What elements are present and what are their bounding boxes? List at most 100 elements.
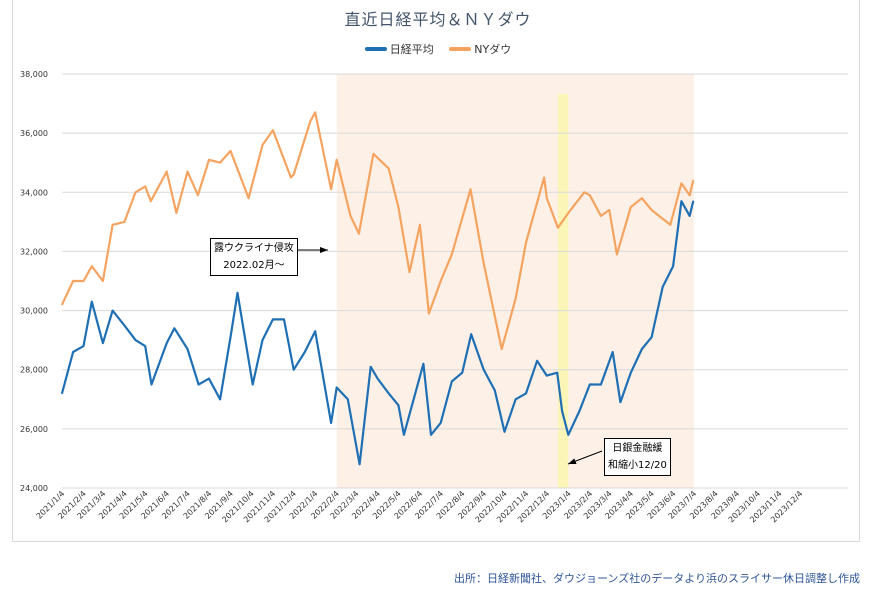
data-point [589,383,591,386]
data-point [629,371,632,374]
annotation-text: 2022.02月～ [223,260,285,271]
data-point [387,167,390,170]
y-tick-label: 28,000 [20,366,48,375]
chart-frame [12,0,860,542]
data-point [261,144,264,146]
data-point [219,398,221,401]
data-point [61,303,63,306]
annotation-ukraine: 露ウクライナ侵攻 2022.02月～ [210,238,298,276]
y-tick-label: 24,000 [20,484,48,493]
data-point [283,318,285,321]
data-point [543,176,545,179]
data-point [619,401,622,404]
data-point [144,345,147,347]
annotation-text: 日銀金融緩 [612,443,663,454]
data-point [629,206,632,208]
data-point [611,351,614,353]
data-point [358,463,361,466]
source-note: 出所：日経新聞社、ダウジョーンズ社のデータより浜のスライサー休日調整し作成 [453,572,860,585]
data-point [290,176,292,179]
shaded-range [336,74,694,488]
data-point [470,333,473,336]
data-point [247,197,250,199]
data-point [546,374,548,377]
data-point [482,368,485,371]
data-point [208,377,210,380]
data-point [439,422,442,424]
data-point [72,280,74,282]
data-point [561,410,563,412]
data-point [349,215,352,217]
data-point [692,179,694,182]
data-point [503,431,506,433]
data-point [387,392,390,395]
data-point [419,224,421,226]
data-point [150,383,153,386]
data-point [650,336,653,338]
data-point [567,433,570,436]
data-point [688,215,691,217]
data-point [346,398,349,401]
data-point [641,348,643,350]
data-point [451,253,453,256]
data-point [482,262,485,265]
annotation-text: 和縮小12/20 [608,460,667,471]
data-point [428,312,430,315]
data-point [197,383,200,386]
y-tick-label: 32,000 [20,247,48,256]
annotation-text: 露ウクライナ侵攻 [214,243,294,254]
data-point [261,339,264,341]
data-point [82,280,85,282]
data-point [397,206,400,208]
data-point [123,324,126,327]
y-tick-label: 26,000 [20,425,48,434]
data-point [494,389,496,392]
data-point [186,170,189,173]
data-point [557,226,559,229]
legend-swatch [364,47,387,51]
legend-label: 日経平均 [389,43,434,56]
data-point [525,241,527,244]
data-point [422,363,425,365]
data-point [197,194,199,197]
data-point [314,111,316,114]
data-point [358,232,360,235]
data-point [91,265,93,268]
data-point [123,221,126,223]
data-point [173,327,176,330]
data-point [692,200,694,202]
legend: 日経平均 NYダウ [0,41,876,57]
data-point [309,120,312,123]
data-point [236,292,239,294]
data-point [102,342,104,344]
data-point [229,150,232,152]
data-point [514,297,517,300]
annotation-boj: 日銀金融緩和縮小12/20 [604,438,671,476]
y-tick-label: 38,000 [20,70,48,79]
data-point [175,212,178,214]
data-point [650,209,653,211]
data-point [680,200,683,202]
data-point [111,224,114,226]
data-point [335,386,338,389]
data-point [149,200,152,202]
y-tick-label: 34,000 [20,188,48,197]
data-point [578,410,581,412]
y-tick-label: 30,000 [20,307,48,316]
data-point [461,371,464,374]
data-point [165,170,168,173]
legend-swatch [449,47,472,51]
data-point [469,188,472,191]
data-point [583,191,586,194]
data-point [229,336,232,338]
shaded-range [557,94,569,488]
y-tick-label: 36,000 [20,129,48,138]
data-point [608,209,611,211]
arrow [567,450,603,465]
data-point [72,351,74,353]
data-point [672,265,674,268]
data-point [408,271,411,273]
legend-label: NYダウ [474,43,512,56]
data-point [292,368,295,371]
data-point [641,197,643,199]
